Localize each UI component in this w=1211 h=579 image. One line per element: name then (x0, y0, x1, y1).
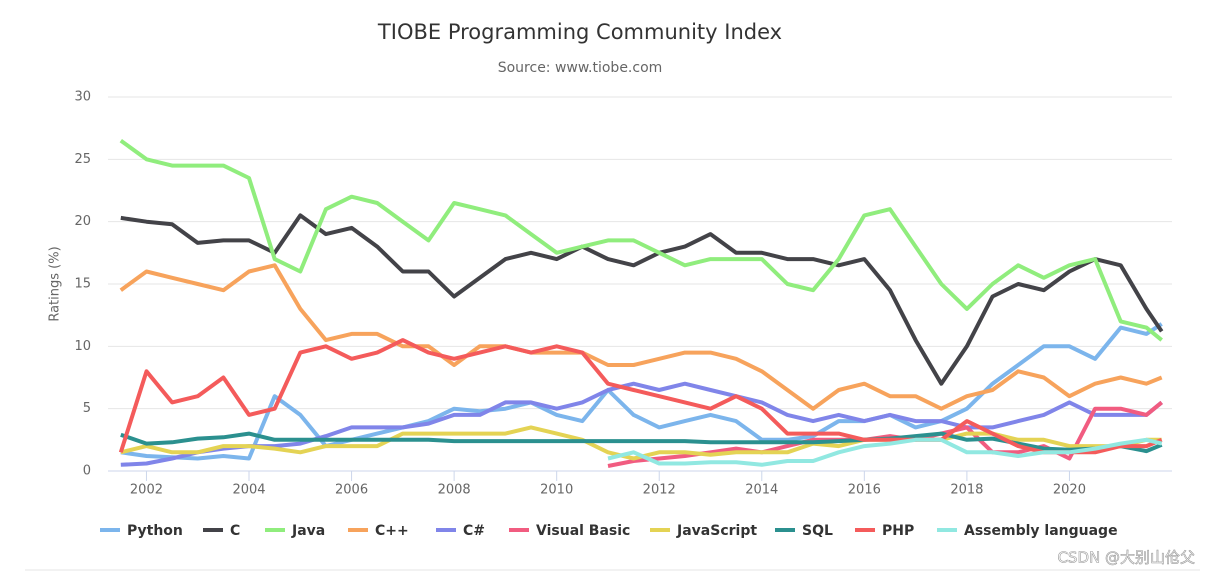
x-tick-label: 2012 (643, 483, 676, 498)
series-line (120, 213, 1164, 386)
series-line (120, 431, 1163, 454)
x-tick-label: 2006 (335, 483, 368, 498)
y-axis-label: Ratings (%) (48, 246, 63, 321)
x-tick-label: 2018 (950, 483, 983, 498)
legend-label[interactable]: Java (291, 523, 325, 539)
legend-label[interactable]: C++ (375, 523, 409, 539)
legend-label[interactable]: C# (463, 523, 485, 539)
y-tick-label: 15 (74, 277, 91, 292)
legend-label[interactable]: C (230, 523, 240, 539)
series-line (119, 138, 1163, 342)
legend-label[interactable]: Visual Basic (536, 523, 630, 539)
y-tick-label: 5 (83, 401, 91, 416)
y-tick-label: 30 (74, 90, 91, 105)
x-tick-label: 2008 (438, 483, 471, 498)
y-tick-label: 25 (74, 152, 91, 167)
series-line (118, 338, 1163, 455)
y-tick-label: 0 (83, 464, 91, 479)
legend-label[interactable]: JavaScript (676, 523, 757, 539)
series-line (607, 400, 1163, 468)
legend-label[interactable]: SQL (802, 523, 833, 539)
x-tick-label: 2010 (540, 483, 573, 498)
legend-label[interactable]: Python (127, 523, 183, 539)
x-tick-label: 2004 (232, 483, 265, 498)
legend-label[interactable]: PHP (882, 523, 914, 539)
x-tick-label: 2002 (130, 483, 163, 498)
chart-title: TIOBE Programming Community Index (377, 20, 782, 44)
y-tick-label: 20 (74, 214, 91, 229)
y-tick-label: 10 (74, 339, 91, 354)
legend-label[interactable]: Assembly language (964, 523, 1118, 539)
x-tick-label: 2020 (1053, 483, 1086, 498)
chart-subtitle: Source: www.tiobe.com (498, 60, 663, 76)
series-line (120, 381, 1163, 467)
series-line (119, 263, 1163, 411)
x-tick-label: 2014 (745, 483, 778, 498)
x-tick-label: 2016 (848, 483, 881, 498)
watermark: CSDN @大别山伧父 (1057, 549, 1195, 567)
series-line (120, 322, 1163, 461)
series-line (607, 437, 1163, 467)
